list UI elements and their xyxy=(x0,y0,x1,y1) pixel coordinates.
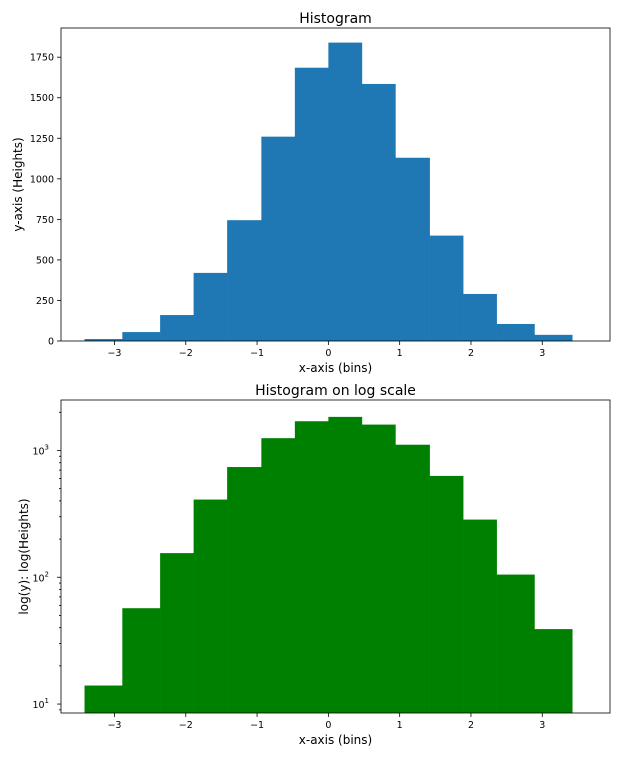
histogram-bar xyxy=(294,67,329,341)
plot-frame xyxy=(60,399,611,714)
histogram-bar xyxy=(160,315,194,341)
x-tick-label: 0 xyxy=(325,720,331,731)
chart-title: Histogram on log scale xyxy=(255,383,416,399)
y-tick-label: 1500 xyxy=(30,93,54,104)
x-tick-label: −3 xyxy=(107,720,121,731)
histogram-bar xyxy=(160,553,194,713)
histogram-bar xyxy=(463,519,497,713)
histogram-bar xyxy=(395,444,430,713)
x-tick-label: 2 xyxy=(468,348,474,359)
y-tick-label: 500 xyxy=(36,255,54,266)
histogram-bar xyxy=(227,220,262,341)
histogram-bar xyxy=(429,235,464,341)
x-axis-label: x-axis (bins) xyxy=(299,733,372,747)
histogram-bar xyxy=(395,157,430,341)
x-tick-label: 1 xyxy=(397,348,403,359)
histogram-bar xyxy=(429,475,464,713)
y-tick-label: 1000 xyxy=(30,174,54,185)
x-tick-label: −1 xyxy=(250,720,264,731)
x-tick-label: −1 xyxy=(250,348,264,359)
x-axis-label: x-axis (bins) xyxy=(299,361,372,375)
histogram-bar xyxy=(361,83,396,341)
x-tick-label: −2 xyxy=(179,348,193,359)
x-tick-label: 2 xyxy=(468,720,474,731)
histogram-bar xyxy=(122,332,161,341)
histogram-bar xyxy=(84,685,123,713)
y-axis-label: y-axis (Heights) xyxy=(11,137,25,231)
y-tick-label: 102 xyxy=(32,570,49,584)
x-tick-label: 1 xyxy=(397,720,403,731)
y-tick-label: 1250 xyxy=(30,134,54,145)
histogram-bar xyxy=(328,416,363,713)
chart-title: Histogram xyxy=(299,11,372,27)
histogram-bar xyxy=(328,42,363,341)
y-tick-label: 101 xyxy=(32,697,49,711)
y-tick-label: 1750 xyxy=(30,53,54,64)
x-tick-label: 0 xyxy=(325,348,331,359)
chart-1: −3 −2 −1 0 1 2 3 0 250 500 750 1000 1250 1500 1750 Hist… xyxy=(11,11,611,375)
histogram-bar xyxy=(122,608,161,713)
histogram-bar xyxy=(534,334,573,341)
histogram-bar xyxy=(193,272,228,341)
y-tick-label: 103 xyxy=(32,443,49,457)
histogram-bar xyxy=(193,499,228,713)
histogram-bar xyxy=(496,323,535,341)
y-tick-label: 0 xyxy=(48,337,54,348)
histogram-bar xyxy=(361,424,396,713)
x-tick-label: −3 xyxy=(107,348,121,359)
x-tick-label: 3 xyxy=(539,720,545,731)
chart-2: −3 −2 −1 0 1 2 3 101 102 103 Histogram on log scal… xyxy=(17,383,611,747)
y-tick-label: 250 xyxy=(36,296,54,307)
histogram-bar xyxy=(261,438,296,713)
plot-frame xyxy=(60,27,611,342)
y-axis-label: log(y): log(Heights) xyxy=(17,498,31,614)
histogram-bar xyxy=(84,339,123,341)
y-tick-label: 750 xyxy=(36,215,54,226)
histogram-bar xyxy=(261,136,296,341)
x-tick-label: −2 xyxy=(179,720,193,731)
histogram-bar xyxy=(294,421,329,713)
histogram-bar xyxy=(463,293,497,341)
x-tick-label: 3 xyxy=(539,348,545,359)
histogram-bar xyxy=(227,467,262,713)
histogram-bar xyxy=(496,574,535,713)
histogram-bar xyxy=(534,629,573,713)
